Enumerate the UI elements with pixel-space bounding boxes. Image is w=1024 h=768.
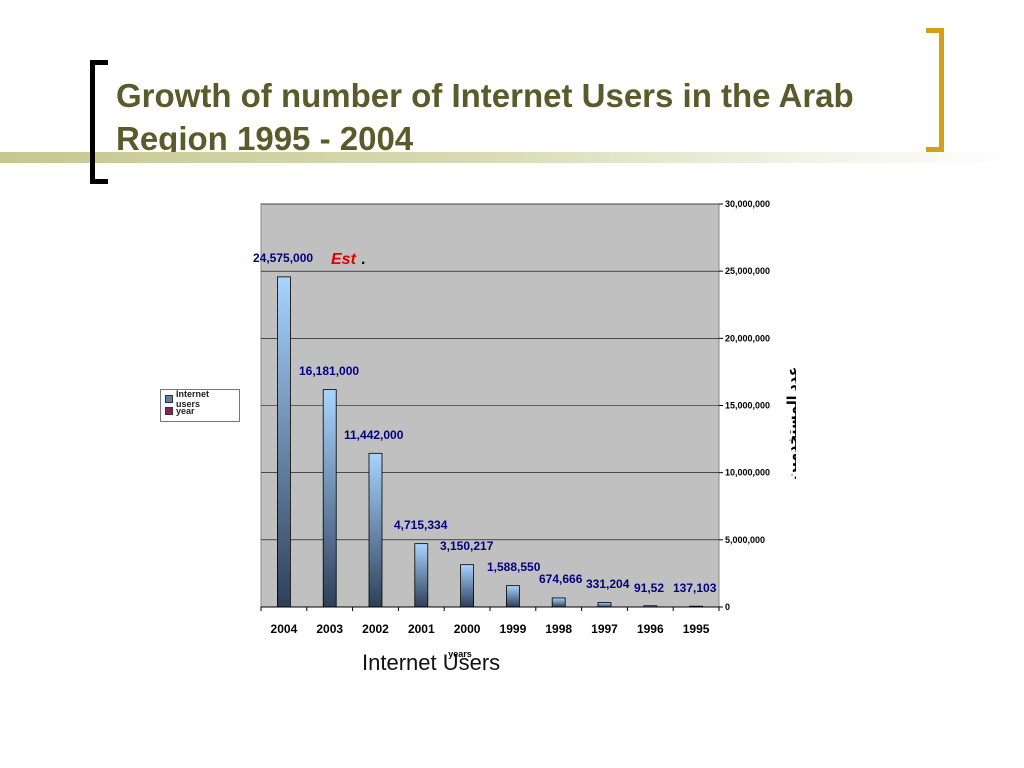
right-bracket-decoration <box>926 28 944 152</box>
x-tick-label: 2001 <box>408 622 435 636</box>
legend-swatch <box>165 395 173 403</box>
legend-label: year <box>176 406 195 416</box>
y-axis-label: ﻋﺪﺩ ﺍﻟﻤﺴﺘﺨﺪﻣﻴﻦ <box>784 366 796 480</box>
legend-label: Internet users <box>175 389 209 409</box>
y-tick-label: 0 <box>725 602 730 612</box>
y-tick-label: 10,000,000 <box>725 468 770 478</box>
x-ticks: 2004 2003 2002 2001 2000 1999 1998 1997 1996 1995 <box>260 607 720 636</box>
y-tick-label: 25,000,000 <box>725 266 770 276</box>
y-tick-label: 15,000,000 <box>725 401 770 411</box>
y-tick-label: 30,000,000 <box>725 199 770 209</box>
bar-1998 <box>551 597 566 608</box>
data-label: 24,575,000 <box>253 251 313 265</box>
bar-2001 <box>414 543 429 608</box>
y-tick-label: 5,000,000 <box>725 535 765 545</box>
legend-entry-internet-users: Internet users <box>165 389 235 409</box>
x-tick-label: 2002 <box>362 622 389 636</box>
data-label: 11,442,000 <box>344 428 404 442</box>
title-underline <box>0 152 1024 163</box>
data-label: 137,103 <box>673 581 717 595</box>
x-tick-label: 1999 <box>500 622 527 636</box>
bar-1999 <box>505 585 520 608</box>
est-annotation: Est <box>331 251 357 268</box>
y-tick-label: 20,000,000 <box>725 333 770 343</box>
slide-title: Growth of number of Internet Users in th… <box>116 77 854 157</box>
data-label: 331,204 <box>586 577 630 591</box>
y-ticks: 0 5,000,000 10,000,000 15,000,000 20,000,000… <box>719 199 770 612</box>
bar-1997 <box>597 602 612 608</box>
x-tick-label: 1995 <box>683 622 710 636</box>
x-tick-label: 1996 <box>637 622 664 636</box>
data-labels: 24,575,000 16,181,000 11,442,000 4,715,334 3… <box>253 251 717 595</box>
chart-legend: Internet users year <box>160 389 240 422</box>
data-label: 3,150,217 <box>440 539 494 553</box>
bar-2002 <box>368 452 383 608</box>
data-label: 16,181,000 <box>299 364 359 378</box>
est-annotation-suffix: . <box>361 251 365 268</box>
x-tick-label: 1998 <box>545 622 572 636</box>
legend-swatch <box>165 407 173 415</box>
bar-2003 <box>322 389 337 608</box>
legend-entry-year: year <box>165 405 235 417</box>
data-label: 4,715,334 <box>394 518 448 532</box>
x-tick-label: 2000 <box>454 622 481 636</box>
data-label: 1,588,550 <box>487 560 541 574</box>
data-label: 674,666 <box>539 572 583 586</box>
chart-caption: Internet Users <box>362 650 501 675</box>
bar-2004 <box>276 276 291 608</box>
bar-2000 <box>460 564 475 608</box>
left-bracket-decoration <box>90 60 108 184</box>
data-label: 91,52 <box>634 581 664 595</box>
x-tick-label: 1997 <box>591 622 618 636</box>
x-axis-label: years <box>448 649 472 659</box>
x-tick-label: 2003 <box>316 622 343 636</box>
x-tick-label: 2004 <box>271 622 298 636</box>
gridlines <box>261 203 719 541</box>
